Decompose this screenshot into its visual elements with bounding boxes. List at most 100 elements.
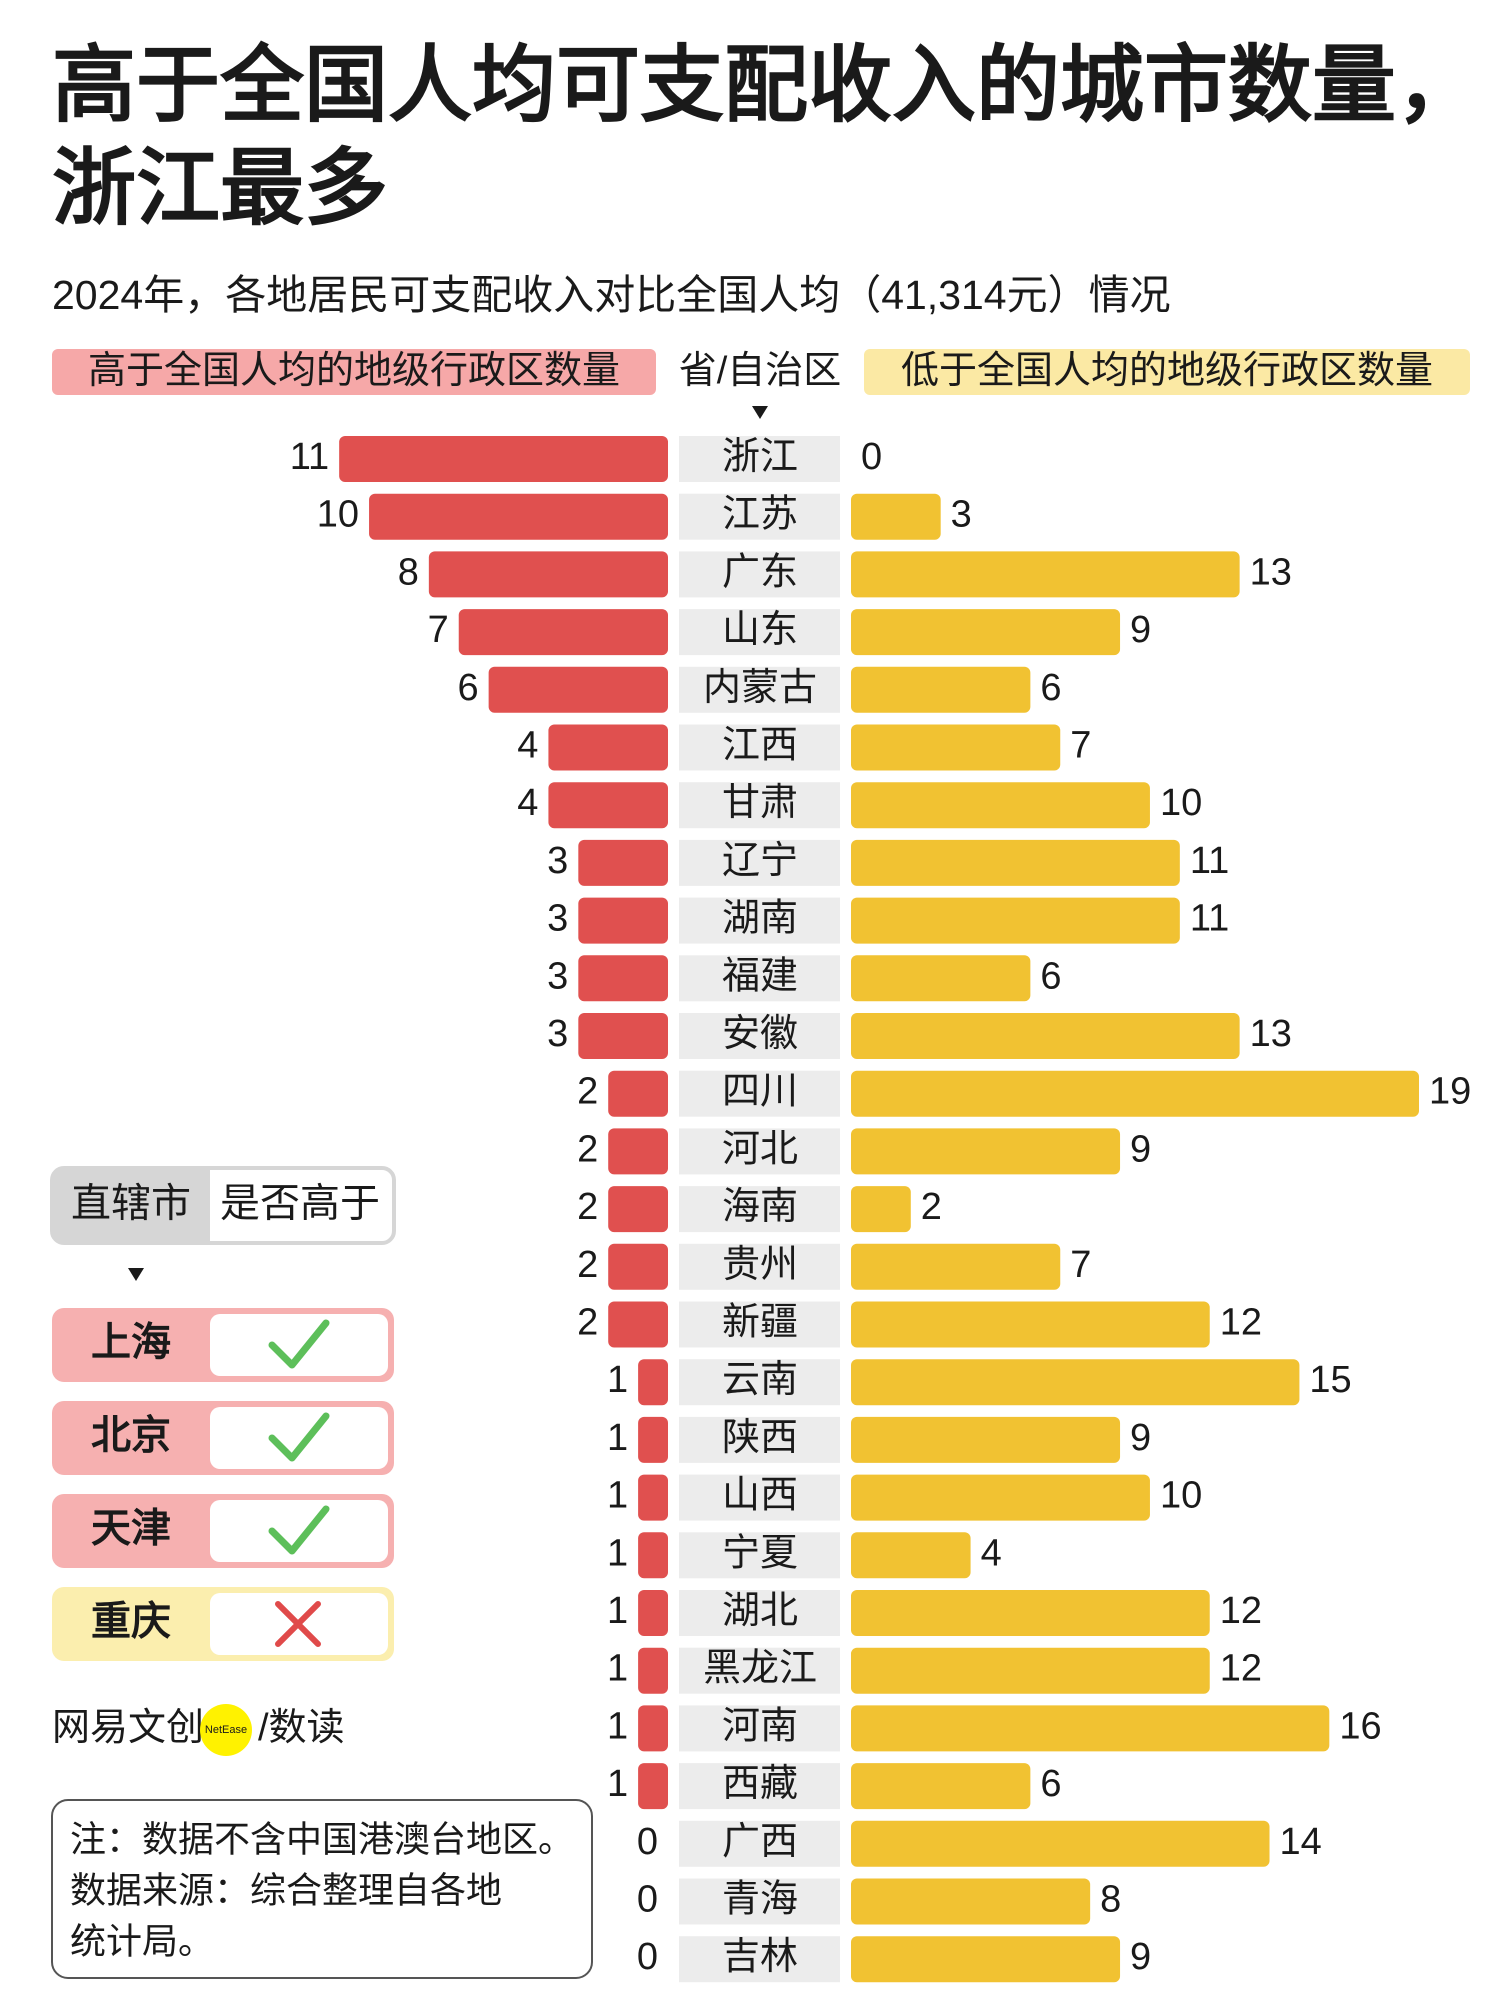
bar (578, 839, 668, 886)
bar (608, 1243, 668, 1290)
value-label: 1 (607, 1705, 628, 1747)
value-label: 1 (607, 1475, 628, 1517)
value-label: 4 (517, 782, 538, 824)
category-label: 山西 (722, 1475, 798, 1517)
category-box (679, 1532, 840, 1579)
note-line: 注：数据不含中国港澳台地区。 (70, 1819, 574, 1860)
category-label: 河北 (722, 1128, 798, 1170)
value-label: 4 (517, 725, 538, 767)
bar (638, 1474, 668, 1521)
value-label: 2 (577, 1302, 598, 1344)
cross-mark (275, 1601, 321, 1647)
legend-header: 是否高于 (220, 1182, 380, 1226)
category-label: 黑龙江 (703, 1648, 817, 1690)
bar (428, 551, 668, 598)
value-label: 3 (547, 840, 568, 882)
bar (851, 666, 1031, 713)
value-label: 2 (921, 1186, 942, 1228)
brand-logo (200, 1704, 252, 1756)
bar (851, 1763, 1031, 1810)
category-label: 广东 (722, 551, 798, 593)
bar (851, 724, 1061, 771)
legend-header-fill (52, 1168, 210, 1243)
bar (608, 1301, 668, 1348)
bar (638, 1705, 668, 1752)
municipality-name: 天津 (91, 1507, 171, 1551)
category-label: 西藏 (722, 1763, 798, 1805)
category-box (679, 1128, 840, 1175)
category-label: 青海 (722, 1879, 798, 1921)
category-label: 陕西 (722, 1417, 798, 1459)
category-box (679, 493, 840, 540)
bar (851, 1243, 1061, 1290)
title-line: 高于全国人均可支配收入的城市数量， (52, 38, 1480, 132)
bar (851, 897, 1180, 944)
category-box (679, 724, 840, 771)
bar (851, 551, 1240, 598)
bar (851, 1186, 911, 1233)
bar (638, 1647, 668, 1694)
bar (578, 955, 668, 1002)
value-label: 6 (1040, 667, 1061, 709)
bar (851, 1820, 1270, 1867)
bar (339, 436, 668, 482)
category-box (679, 1416, 840, 1463)
value-label: 15 (1309, 1359, 1351, 1401)
value-label: 11 (1190, 840, 1229, 882)
bar (851, 1128, 1121, 1175)
category-box (679, 1820, 840, 1867)
arrow (128, 1268, 144, 1281)
check-mark (268, 1319, 330, 1369)
note-line: 统计局。 (70, 1921, 214, 1962)
category-label: 四川 (722, 1071, 798, 1113)
value-label: 0 (637, 1821, 658, 1863)
legend-header: 直辖市 (71, 1182, 191, 1226)
value-label: 7 (1070, 1244, 1091, 1286)
bar (608, 1070, 668, 1117)
value-label: 10 (1160, 782, 1202, 824)
category-label: 新疆 (722, 1302, 798, 1344)
category-label: 河南 (722, 1705, 798, 1747)
category-label: 江苏 (722, 494, 798, 536)
category-label: 湖北 (722, 1590, 798, 1632)
bar (548, 782, 668, 829)
category-label: 安徽 (722, 1013, 798, 1055)
category-box (679, 955, 840, 1002)
bar (851, 955, 1031, 1002)
category-label: 海南 (722, 1186, 798, 1228)
bar (851, 1301, 1210, 1348)
subtitle: 2024年，各地居民可支配收入对比全国人均（41,314元）情况 (52, 272, 1171, 318)
category-label: 贵州 (722, 1244, 798, 1286)
municipality-name: 重庆 (91, 1600, 171, 1644)
value-label: 2 (577, 1244, 598, 1286)
bar (458, 609, 668, 656)
category-label: 云南 (722, 1359, 798, 1401)
category-label: 湖南 (722, 898, 798, 940)
title-line: 浙江最多 (52, 141, 388, 235)
value-label: 2 (577, 1128, 598, 1170)
category-label: 山东 (722, 609, 798, 651)
value-label: 3 (547, 1013, 568, 1055)
municipality-name: 北京 (91, 1414, 171, 1458)
arrow (752, 406, 768, 419)
bar (488, 666, 668, 713)
series-label: 低于全国人均的地级行政区数量 (901, 350, 1433, 392)
value-label: 9 (1130, 609, 1151, 651)
bar (851, 1878, 1091, 1925)
value-label: 0 (861, 436, 882, 478)
category-box (679, 1936, 840, 1983)
municipality-cell (210, 1314, 388, 1376)
bar (638, 1359, 668, 1406)
bar (851, 1590, 1210, 1636)
value-label: 8 (1100, 1879, 1121, 1921)
series-label: 高于全国人均的地级行政区数量 (88, 350, 620, 392)
value-label: 6 (1040, 955, 1061, 997)
note-line: 数据来源：综合整理自各地 (70, 1870, 502, 1911)
value-label: 9 (1130, 1936, 1151, 1978)
value-label: 1 (607, 1417, 628, 1459)
category-label: 江西 (722, 725, 798, 767)
category-box (679, 1013, 840, 1059)
value-label: 16 (1339, 1705, 1381, 1747)
value-label: 13 (1250, 1013, 1292, 1055)
bar (851, 1070, 1419, 1117)
